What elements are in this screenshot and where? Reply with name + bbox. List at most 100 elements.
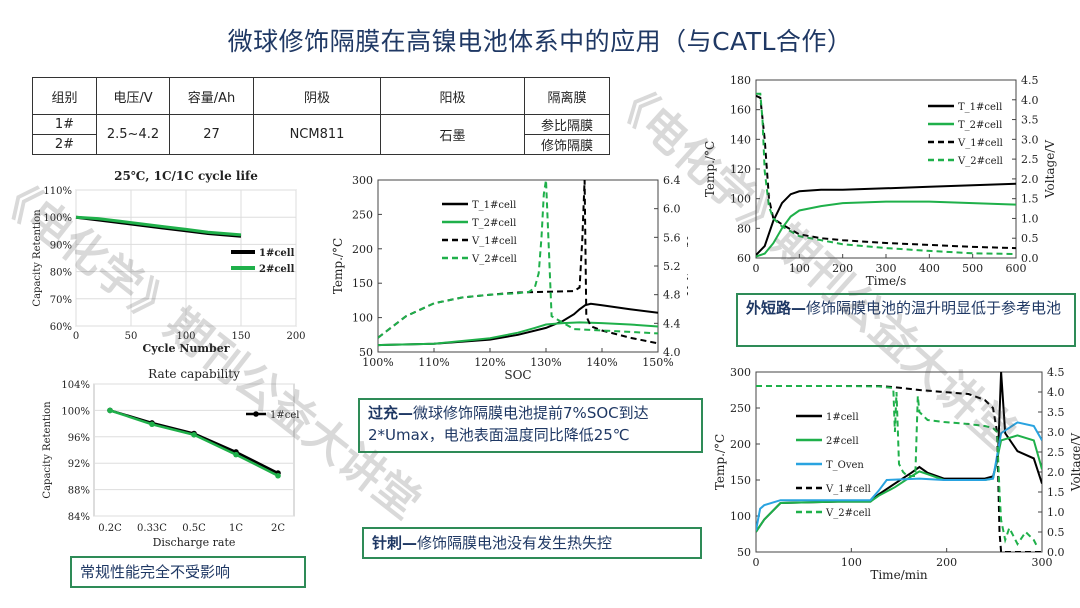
plot-frame <box>377 179 659 353</box>
y2-tick-label: 3.5 <box>1047 406 1065 419</box>
table-header-row: 组别 电压/V 容量/Ah 阴极 阳极 隔离膜 <box>32 77 610 115</box>
cycle-life-chart: 25℃, 1C/1C cycle life 60% 70% 80% 90% 100% 110… <box>32 169 306 355</box>
y2-tick-label: 4.0 <box>1021 94 1039 107</box>
legend-label: 1#cell <box>826 412 859 423</box>
y2-tick-label: 2.5 <box>1047 446 1065 459</box>
legend-label: 2#cell <box>259 264 295 275</box>
series-line <box>75 215 242 237</box>
header-voltage: 电压/V <box>96 77 170 115</box>
y2-tick-label: 6.4 <box>663 174 681 187</box>
header-group: 组别 <box>32 77 97 115</box>
series-line <box>756 92 1016 255</box>
header-anode: 阳极 <box>380 77 525 115</box>
y-tick-label: 100 <box>730 193 751 206</box>
y-tick-label: 84% <box>68 512 90 523</box>
y2-tick-label: 6.0 <box>663 203 681 216</box>
table-row: 2# 修饰隔膜 <box>32 134 610 155</box>
y2-tick-label: 1.0 <box>1021 212 1039 225</box>
short-annotation: 外短路—修饰隔膜电池的温升明显低于参考电池 <box>736 293 1076 347</box>
x-tick-label: 150 <box>231 331 250 342</box>
y-tick-label: 96% <box>68 433 90 444</box>
legend-label: V_1#cell <box>471 236 517 247</box>
spec-table: 组别 电压/V 容量/Ah 阴极 阳极 隔离膜 1# 2.5~4.2 27 NC… <box>32 77 610 155</box>
legend-label: T_Oven <box>826 460 864 471</box>
y-tick-label: 100% <box>43 213 72 224</box>
y-tick-label: 70% <box>50 295 72 306</box>
nail-head: 针刺— <box>372 534 418 552</box>
series-line <box>756 182 1016 256</box>
group-cell: 2# <box>32 134 97 155</box>
y2-tick-label: 2.0 <box>1021 173 1039 186</box>
x-tick-label: 0.2C <box>98 523 122 534</box>
group-cell: 1# <box>32 114 97 135</box>
y2-tick-label: 0.0 <box>1047 546 1065 559</box>
y2-tick-label: 0.0 <box>1021 252 1039 265</box>
series-line <box>378 180 658 345</box>
legend-label: V_1#cell <box>825 484 871 495</box>
y2-tick-label: 4.0 <box>1047 386 1065 399</box>
x-tick-label: 110% <box>418 356 449 369</box>
y-axis-label: Capacity Retention <box>42 401 53 499</box>
overcharge-body: 微球修饰隔膜电池提前7%SOC到达2*Umax，电池表面温度同比降低25℃ <box>368 404 649 444</box>
y2-tick-label: 1.5 <box>1021 193 1039 206</box>
nail-body: 修饰隔膜电池没有发生热失控 <box>417 534 613 552</box>
x-tick-label: 200 <box>936 556 957 569</box>
chart-title: 25℃, 1C/1C cycle life <box>114 169 258 183</box>
legend-label: 1#cell <box>259 248 295 259</box>
y2-tick-label: 4.4 <box>663 317 681 330</box>
y-tick-label: 92% <box>68 459 90 470</box>
rate-capability-chart: Rate capability 84% 88% 92% 96% 100% 104% 0.2C 0… <box>42 367 299 549</box>
y2-tick-label: 4.5 <box>1021 74 1039 87</box>
x-tick-label: 400 <box>919 262 940 275</box>
legend-label: V_2#cell <box>825 508 871 519</box>
x-tick-label: 300 <box>1032 556 1053 569</box>
x-axis-label: Time/min <box>870 568 928 582</box>
y-tick-label: 104% <box>61 380 90 391</box>
overcharge-chart: 100% 110% 120% 130% 140% 150% 50 100 150 200 250 30… <box>331 174 688 382</box>
x-tick-label: 300 <box>876 262 897 275</box>
series-line <box>378 180 658 339</box>
x-tick-label: 120% <box>474 356 505 369</box>
data-point <box>233 451 239 458</box>
y-tick-label: 80 <box>737 222 751 235</box>
voltage-cell: 2.5~4.2 <box>96 114 170 155</box>
x-tick-label: 200 <box>832 262 853 275</box>
series-line <box>378 321 658 347</box>
series-line <box>109 409 279 477</box>
series-line <box>756 421 1042 531</box>
y-tick-label: 120 <box>730 163 751 176</box>
header-capacity: 容量/Ah <box>169 77 254 115</box>
short-head: 外短路— <box>746 299 807 317</box>
y-axis-label: Temp./°C <box>713 434 727 490</box>
y-tick-label: 250 <box>730 402 751 415</box>
legend-label: T_2#cell <box>958 120 1002 131</box>
series-line <box>756 200 1016 258</box>
y-tick-label: 300 <box>352 174 373 187</box>
y2-tick-label: 3.5 <box>1021 114 1039 127</box>
short-body: 修饰隔膜电池的温升明显低于参考电池 <box>806 299 1062 317</box>
y-tick-label: 160 <box>730 104 751 117</box>
x-tick-label: 100 <box>841 556 862 569</box>
x-tick-label: 140% <box>586 356 617 369</box>
x-tick-label: 600 <box>1006 262 1027 275</box>
legend-label: 2#cell <box>826 436 859 447</box>
chart-title: Rate capability <box>148 367 240 381</box>
legend-label: 1#cel <box>270 410 299 421</box>
y-tick-label: 80% <box>50 268 72 279</box>
y-tick-label: 100% <box>61 406 90 417</box>
y-axis-label: Temp./°C <box>331 238 345 294</box>
y2-tick-label: 4.0 <box>663 346 681 359</box>
series-line <box>756 434 1042 533</box>
legend-label: T_1#cell <box>958 102 1002 113</box>
overcharge-head: 过充— <box>368 404 414 422</box>
y-axis-label: Capacity Retention <box>32 209 43 307</box>
y-tick-label: 88% <box>68 486 90 497</box>
separator-cell: 修饰隔膜 <box>524 134 610 155</box>
y2-tick-label: 2.0 <box>1047 466 1065 479</box>
x-tick-label: 0.33C <box>137 523 167 534</box>
y-tick-label: 250 <box>352 208 373 221</box>
y2-tick-label: 4.5 <box>1047 366 1065 379</box>
y-tick-label: 60% <box>50 322 72 333</box>
series-line <box>756 385 1039 549</box>
capacity-cell: 27 <box>169 114 254 155</box>
